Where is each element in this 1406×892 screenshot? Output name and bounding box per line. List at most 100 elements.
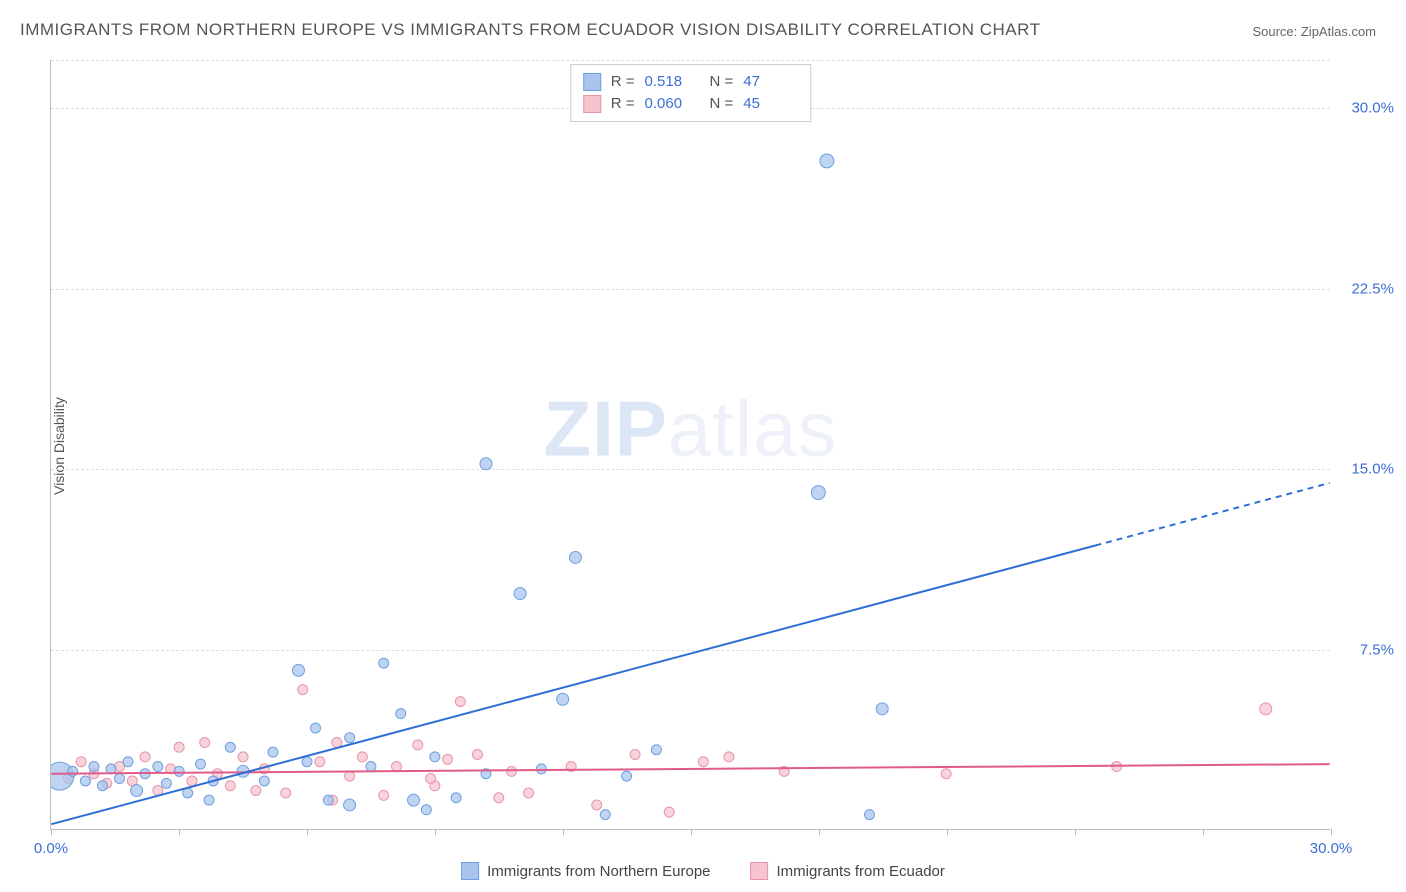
- n-value-b: 45: [743, 93, 798, 115]
- x-tick: [435, 829, 436, 835]
- data-point: [664, 807, 674, 817]
- legend-swatch-b: [583, 95, 601, 113]
- data-point: [174, 742, 184, 752]
- data-point: [1260, 703, 1272, 715]
- data-point: [569, 551, 581, 563]
- data-point: [507, 766, 517, 776]
- data-point: [332, 737, 342, 747]
- data-point: [345, 771, 355, 781]
- data-point: [238, 752, 248, 762]
- trend-line-extrapolation: [1095, 483, 1329, 546]
- data-point: [651, 745, 661, 755]
- data-point: [311, 723, 321, 733]
- data-point: [421, 805, 431, 815]
- legend-swatch-b-bottom: [751, 862, 769, 880]
- x-tick: [819, 829, 820, 835]
- legend-correlation: R = 0.518 N = 47 R = 0.060 N = 45: [570, 64, 812, 122]
- x-tick: [947, 829, 948, 835]
- x-tick: [51, 829, 52, 835]
- y-tick-label: 7.5%: [1360, 641, 1394, 658]
- data-point: [268, 747, 278, 757]
- data-point: [200, 737, 210, 747]
- x-tick: [1075, 829, 1076, 835]
- data-point: [366, 762, 376, 772]
- legend-row-series-a: R = 0.518 N = 47: [583, 71, 799, 93]
- data-point: [622, 771, 632, 781]
- data-point: [379, 790, 389, 800]
- y-tick-label: 22.5%: [1351, 280, 1394, 297]
- data-point: [698, 757, 708, 767]
- data-point: [345, 733, 355, 743]
- data-point: [480, 458, 492, 470]
- y-tick-label: 30.0%: [1351, 100, 1394, 117]
- data-point: [161, 778, 171, 788]
- data-point: [443, 754, 453, 764]
- data-point: [76, 757, 86, 767]
- data-point: [600, 810, 610, 820]
- source-citation: Source: ZipAtlas.com: [1252, 24, 1376, 39]
- data-point: [97, 781, 107, 791]
- plot-svg: [51, 60, 1330, 829]
- data-point: [524, 788, 534, 798]
- y-tick-label: 15.0%: [1351, 461, 1394, 478]
- plot-area: ZIPatlas R = 0.518 N = 47 R = 0.060 N = …: [50, 60, 1330, 830]
- data-point: [131, 785, 143, 797]
- data-point: [876, 703, 888, 715]
- chart-title: IMMIGRANTS FROM NORTHERN EUROPE VS IMMIG…: [20, 20, 1041, 40]
- data-point: [140, 752, 150, 762]
- x-tick: [691, 829, 692, 835]
- data-point: [413, 740, 423, 750]
- data-point: [281, 788, 291, 798]
- data-point: [820, 154, 834, 168]
- series-a-name: Immigrants from Northern Europe: [487, 863, 710, 880]
- data-point: [941, 769, 951, 779]
- data-point: [357, 752, 367, 762]
- data-point: [89, 762, 99, 772]
- data-point: [251, 786, 261, 796]
- data-point: [536, 764, 546, 774]
- legend-swatch-a: [583, 73, 601, 91]
- data-point: [557, 693, 569, 705]
- data-point: [80, 776, 90, 786]
- r-value-a: 0.518: [645, 71, 700, 93]
- data-point: [451, 793, 461, 803]
- data-point: [225, 781, 235, 791]
- data-point: [315, 757, 325, 767]
- data-point: [724, 752, 734, 762]
- r-label: R =: [611, 71, 635, 93]
- x-tick: [179, 829, 180, 835]
- data-point: [811, 486, 825, 500]
- legend-row-series-b: R = 0.060 N = 45: [583, 93, 799, 115]
- data-point: [514, 588, 526, 600]
- data-point: [195, 759, 205, 769]
- data-point: [379, 658, 389, 668]
- data-point: [123, 757, 133, 767]
- x-tick: [307, 829, 308, 835]
- data-point: [472, 750, 482, 760]
- data-point: [68, 766, 78, 776]
- r-value-b: 0.060: [645, 93, 700, 115]
- data-point: [292, 664, 304, 676]
- data-point: [187, 776, 197, 786]
- x-tick-label: 30.0%: [1310, 840, 1353, 857]
- n-label: N =: [710, 71, 734, 93]
- n-value-a: 47: [743, 71, 798, 93]
- legend-item-b: Immigrants from Ecuador: [751, 862, 945, 880]
- data-point: [864, 810, 874, 820]
- data-point: [391, 762, 401, 772]
- legend-series: Immigrants from Northern Europe Immigran…: [461, 862, 945, 880]
- data-point: [430, 752, 440, 762]
- x-tick: [1331, 829, 1332, 835]
- legend-item-a: Immigrants from Northern Europe: [461, 862, 710, 880]
- data-point: [115, 774, 125, 784]
- data-point: [408, 794, 420, 806]
- data-point: [344, 799, 356, 811]
- data-point: [426, 774, 436, 784]
- data-point: [153, 762, 163, 772]
- data-point: [396, 709, 406, 719]
- r-label: R =: [611, 93, 635, 115]
- x-tick: [1203, 829, 1204, 835]
- data-point: [323, 795, 333, 805]
- data-point: [259, 776, 269, 786]
- data-point: [174, 766, 184, 776]
